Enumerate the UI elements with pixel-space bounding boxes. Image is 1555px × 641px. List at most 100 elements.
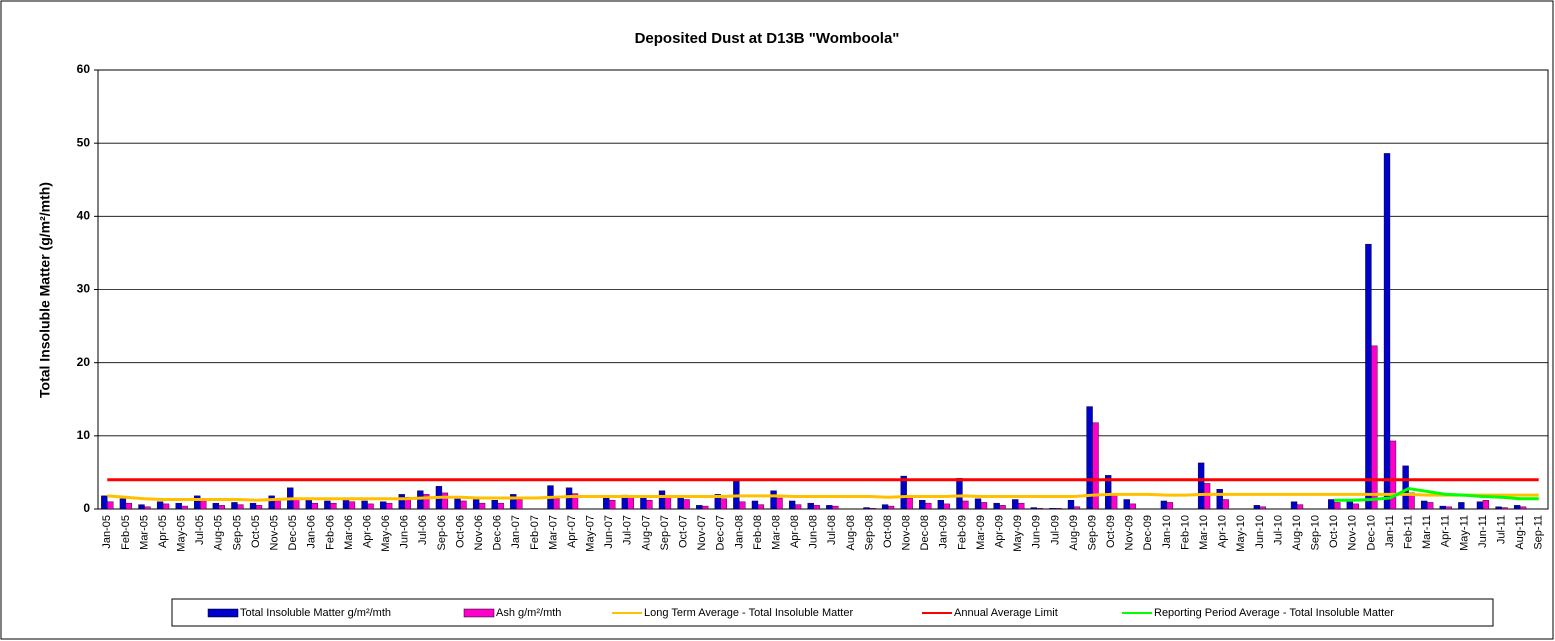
x-tick-label: May-06 <box>380 515 392 552</box>
bar <box>980 502 988 510</box>
bar <box>1012 499 1019 510</box>
bar <box>757 504 765 510</box>
bar <box>1371 345 1378 510</box>
x-tick-label: Jul-07 <box>622 515 634 545</box>
bar <box>1222 499 1229 510</box>
x-tick-label: Nov-08 <box>901 515 913 550</box>
bar <box>1030 507 1037 510</box>
x-tick-label: Apr-05 <box>157 515 169 548</box>
bar <box>832 505 839 510</box>
bar <box>807 502 814 510</box>
x-tick-label: Feb-05 <box>120 515 132 550</box>
bar <box>627 496 634 510</box>
bar <box>1129 503 1136 510</box>
x-tick-label: Apr-07 <box>566 515 578 548</box>
legend-label: Annual Average Limit <box>954 607 1058 619</box>
x-tick-label: Dec-06 <box>492 515 504 550</box>
x-tick-label: May-05 <box>176 515 188 552</box>
bar <box>1439 505 1446 510</box>
x-tick-label: Feb-08 <box>752 515 764 550</box>
bar <box>101 495 108 510</box>
x-tick-label: Feb-06 <box>324 515 336 550</box>
bar <box>138 504 145 510</box>
x-tick-label: Aug-07 <box>640 515 652 550</box>
bar <box>1017 502 1025 510</box>
bar <box>367 503 374 510</box>
bar <box>491 500 498 510</box>
x-tick-label: Jul-09 <box>1049 515 1061 545</box>
bar <box>249 502 257 510</box>
x-tick-label: Sep-09 <box>1086 515 1098 550</box>
bar <box>1389 440 1397 510</box>
bar <box>1086 406 1093 510</box>
bar <box>478 502 486 510</box>
bar <box>993 502 1000 510</box>
bar <box>739 501 746 510</box>
bar <box>1426 502 1434 510</box>
bar <box>974 498 982 510</box>
bar <box>348 501 356 510</box>
x-tick-label: Jun-07 <box>603 515 615 549</box>
bar <box>218 505 225 510</box>
x-tick-label: Jul-06 <box>417 515 429 545</box>
bar <box>1110 494 1118 510</box>
x-tick-label: Jul-10 <box>1272 515 1284 545</box>
bar <box>417 490 424 510</box>
bar <box>701 505 709 510</box>
bar <box>1049 508 1056 510</box>
x-tick-label: Jun-06 <box>399 515 411 549</box>
x-tick-label: Jan-08 <box>733 515 745 549</box>
bar <box>1458 502 1465 510</box>
bar <box>1296 504 1304 510</box>
bar <box>943 503 950 510</box>
x-tick-label: Dec-08 <box>919 515 931 550</box>
bar <box>516 499 523 510</box>
bar <box>1328 499 1335 510</box>
bar <box>311 502 318 510</box>
x-tick-label: Dec-09 <box>1142 515 1154 550</box>
bar <box>454 498 461 510</box>
line-series <box>1334 486 1539 502</box>
y-tick-label: 0 <box>83 501 90 515</box>
bar <box>900 475 907 510</box>
bar <box>881 504 889 510</box>
x-tick-label: Sep-06 <box>436 515 448 550</box>
bar <box>1513 505 1521 510</box>
bar <box>770 490 777 510</box>
y-tick-label: 50 <box>77 135 91 149</box>
legend-label: Reporting Period Average - Total Insolub… <box>1154 607 1394 619</box>
bar <box>342 500 350 510</box>
bar <box>398 494 405 510</box>
chart-title: Deposited Dust at D13B "Womboola" <box>635 30 900 47</box>
bar <box>237 504 244 510</box>
x-tick-label: Dec-10 <box>1365 515 1377 550</box>
x-tick-label: Apr-09 <box>994 515 1006 548</box>
x-tick-label: Aug-05 <box>213 515 225 550</box>
bar <box>565 487 573 510</box>
bar <box>268 495 275 510</box>
bar <box>720 498 727 510</box>
x-tick-label: Apr-10 <box>1217 515 1229 548</box>
bar <box>609 500 616 510</box>
x-tick-label: Feb-09 <box>956 515 968 550</box>
x-tick-label: Feb-07 <box>529 515 541 550</box>
bar <box>156 501 164 510</box>
bar <box>1476 501 1484 510</box>
bar <box>696 505 703 510</box>
x-tick-label: Sep-11 <box>1533 515 1545 550</box>
x-tick-label: Jun-11 <box>1477 515 1489 548</box>
bar <box>1203 483 1211 510</box>
x-tick-label: Nov-05 <box>269 515 281 550</box>
bar <box>1055 508 1062 510</box>
x-tick-label: Mar-09 <box>975 515 987 550</box>
x-tick-label: Oct-05 <box>250 515 262 548</box>
x-tick-label: Oct-08 <box>882 515 894 548</box>
bar <box>887 505 895 510</box>
bar <box>1519 506 1527 510</box>
legend-box <box>171 598 1494 627</box>
bar <box>925 502 932 510</box>
x-tick-label: Aug-09 <box>1068 515 1080 550</box>
bar <box>292 499 300 510</box>
x-tick-label: Sep-05 <box>231 515 243 550</box>
bar <box>1495 506 1502 510</box>
